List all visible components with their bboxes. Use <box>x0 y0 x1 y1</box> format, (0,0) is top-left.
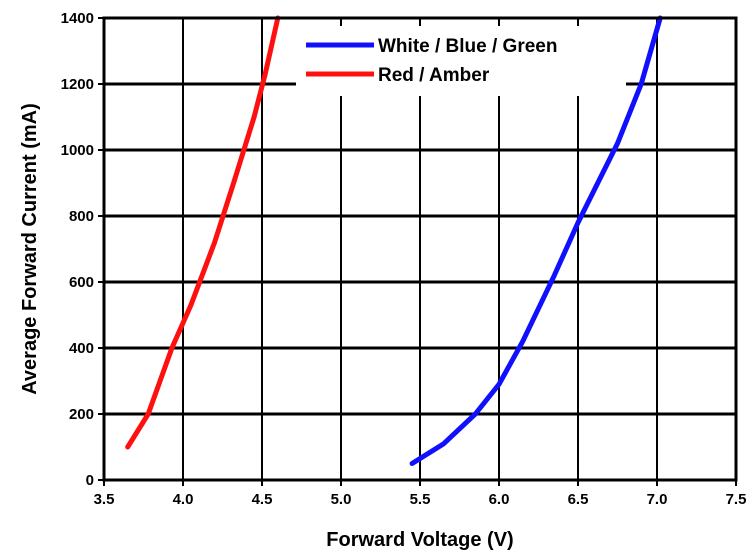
y-tick-label: 800 <box>69 208 94 225</box>
legend-label-1: Red / Amber <box>378 65 490 86</box>
y-tick-label: 1000 <box>61 142 94 159</box>
x-tick-label: 5.5 <box>410 491 431 508</box>
x-tick-label: 4.0 <box>173 491 194 508</box>
x-tick-label: 3.5 <box>94 491 115 508</box>
y-tick-label: 400 <box>69 340 94 357</box>
y-tick-label: 200 <box>69 406 94 423</box>
x-tick-label: 4.5 <box>252 491 273 508</box>
y-tick-label: 0 <box>86 472 94 489</box>
y-axis-ticks: 0 200 400 600 800 1000 1200 1400 <box>61 10 104 489</box>
series-line-1 <box>128 18 278 447</box>
y-axis-title: Average Forward Current (mA) <box>19 103 41 395</box>
x-tick-label: 5.0 <box>331 491 352 508</box>
y-tick-label: 1400 <box>61 10 94 27</box>
legend-label-0: White / Blue / Green <box>378 36 557 57</box>
y-tick-label: 1200 <box>61 76 94 93</box>
legend: White / Blue / Green Red / Amber <box>296 26 626 96</box>
x-tick-label: 6.0 <box>489 491 510 508</box>
x-tick-label: 6.5 <box>568 491 589 508</box>
x-tick-label: 7.5 <box>726 491 747 508</box>
x-axis-title: Forward Voltage (V) <box>326 529 513 551</box>
x-tick-label: 7.0 <box>647 491 668 508</box>
x-axis-ticks: 3.5 4.0 4.5 5.0 5.5 6.0 6.5 7.0 7.5 <box>94 480 747 508</box>
y-tick-label: 600 <box>69 274 94 291</box>
